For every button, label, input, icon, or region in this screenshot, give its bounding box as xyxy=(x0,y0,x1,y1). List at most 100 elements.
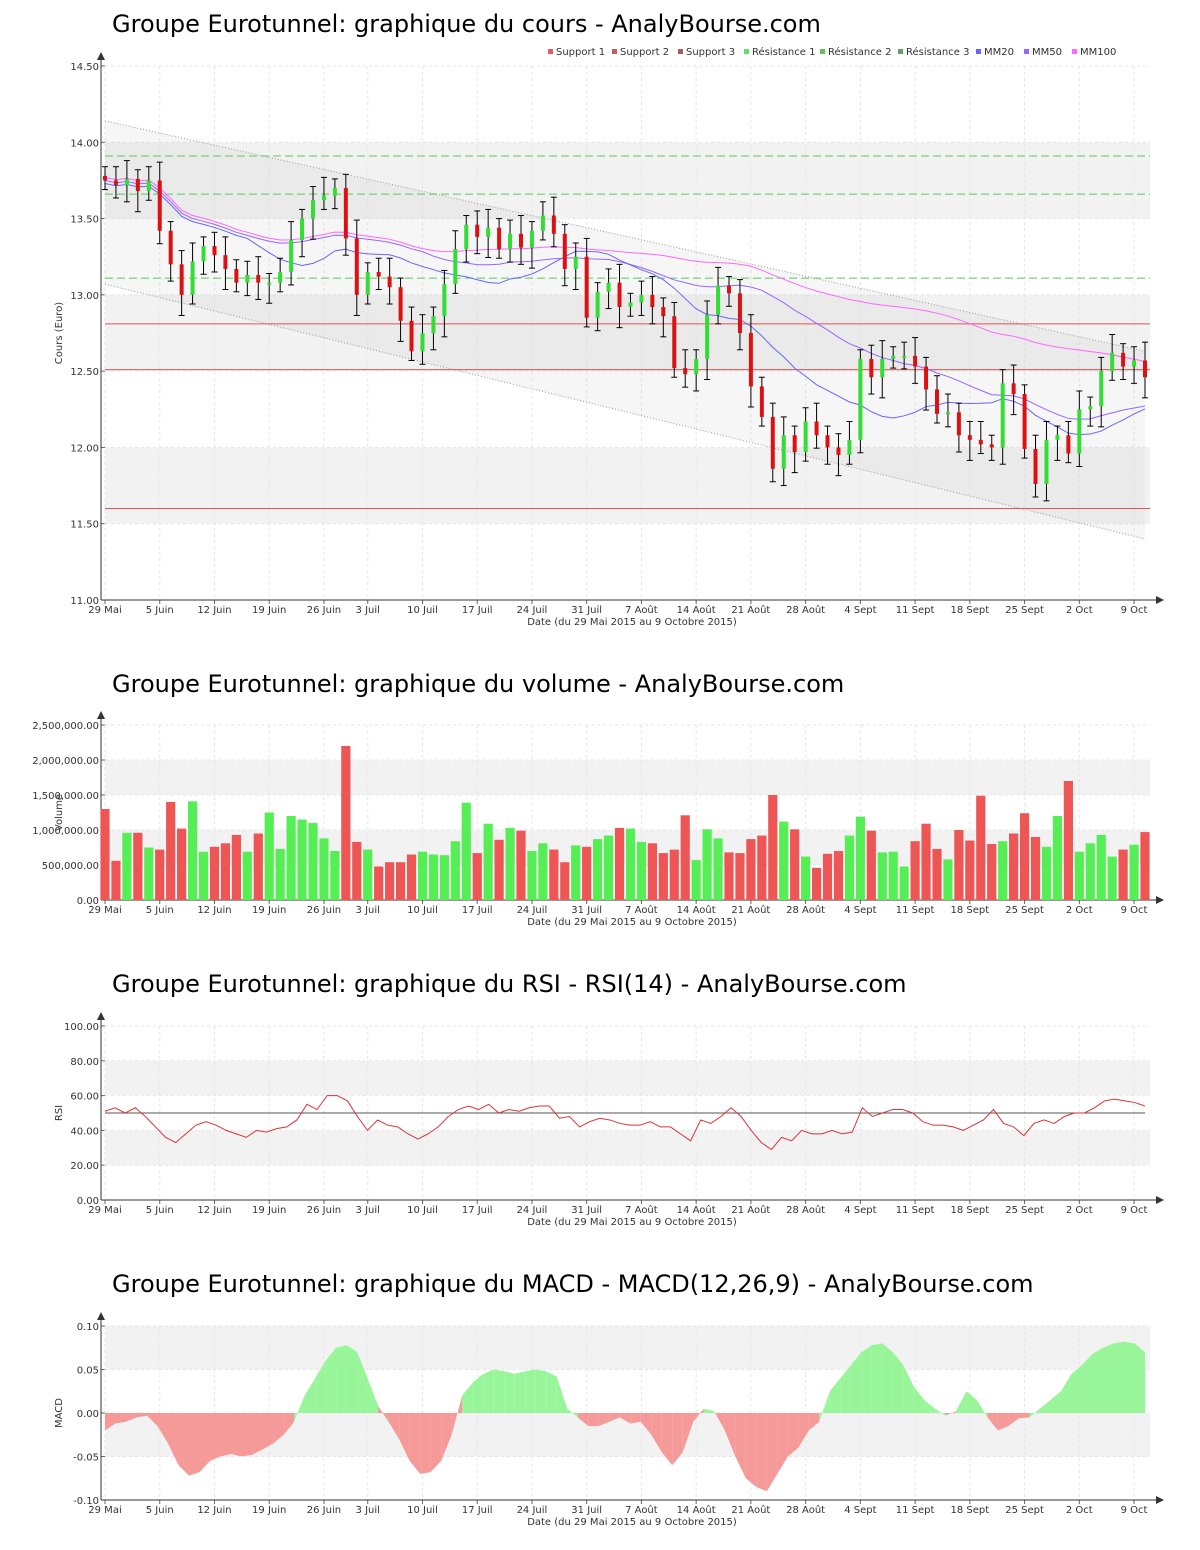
price-xtick-label: 12 Juin xyxy=(197,605,231,616)
rsi-chart-title: Groupe Eurotunnel: graphique du RSI - RS… xyxy=(112,970,907,998)
macd-area-positive xyxy=(955,1391,967,1413)
candle-down xyxy=(683,368,688,375)
volume-bar-down xyxy=(166,802,176,900)
macd-area-negative xyxy=(168,1413,179,1466)
macd-area-negative xyxy=(997,1413,1009,1431)
candle-down xyxy=(814,421,819,436)
legend-label: Résistance 2 xyxy=(828,46,891,58)
macd-area-negative xyxy=(808,1413,820,1431)
macd-area-positive xyxy=(892,1352,904,1413)
volume-bar-down xyxy=(965,840,975,900)
legend-label: Support 2 xyxy=(620,47,669,58)
volume-bar-down xyxy=(385,862,395,900)
legend-swatch xyxy=(744,49,749,54)
candle-down xyxy=(967,435,972,440)
volume-bar-down xyxy=(1140,832,1150,900)
volume-bar-up xyxy=(319,838,329,900)
price-xtick-label: 19 Juin xyxy=(252,605,286,616)
volume-bar-up xyxy=(1052,816,1063,900)
volume-x-arrow xyxy=(1156,896,1164,904)
volume-bar-up xyxy=(888,851,898,900)
macd-xtick-label: 10 Juil xyxy=(407,1505,438,1516)
volume-bar-up xyxy=(198,851,209,900)
macd-area-negative xyxy=(283,1413,295,1435)
candle-up xyxy=(628,302,633,308)
volume-bar-down xyxy=(746,839,756,900)
macd-area-negative xyxy=(210,1413,221,1461)
macd-area-negative xyxy=(945,1411,956,1416)
price-ytick-label: 14.00 xyxy=(70,138,99,149)
macd-area-negative xyxy=(745,1413,757,1487)
price-chart-title: Groupe Eurotunnel: graphique du cours - … xyxy=(112,10,821,38)
macd-area-positive xyxy=(357,1352,368,1413)
candle-up xyxy=(595,291,600,318)
rsi-xtick-label: 28 Août xyxy=(786,1204,825,1216)
candle-down xyxy=(956,412,961,436)
macd-area-negative xyxy=(409,1413,421,1474)
volume-bar-up xyxy=(144,847,154,900)
volume-bar-down xyxy=(811,867,822,900)
volume-y-arrow xyxy=(97,711,105,719)
candle-up xyxy=(442,284,447,317)
macd-area-positive xyxy=(535,1369,547,1413)
volume-bar-up xyxy=(538,843,548,900)
macd-xtick-label: 18 Sept xyxy=(951,1505,990,1516)
macd-area-positive xyxy=(966,1391,977,1413)
macd-area-negative xyxy=(630,1413,641,1424)
volume-bar-down xyxy=(822,853,833,900)
rsi-xtick-label: 5 Juin xyxy=(146,1205,174,1216)
volume-bar-up xyxy=(1074,851,1084,900)
volume-xtick-label: 7 Août xyxy=(625,904,658,916)
candle-down xyxy=(792,435,797,453)
macd-ytick-label: -0.05 xyxy=(73,1453,99,1464)
macd-area-negative xyxy=(199,1413,211,1473)
candle-down xyxy=(737,293,742,333)
macd-area-positive xyxy=(346,1345,358,1413)
macd-xtick-label: 24 Juil xyxy=(517,1505,548,1516)
macd-area-positive xyxy=(1081,1353,1093,1413)
rsi-xtick-label: 25 Sept xyxy=(1005,1205,1044,1216)
macd-xtick-label: 11 Sept xyxy=(896,1505,935,1516)
volume-bar-up xyxy=(308,823,318,900)
price-x-arrow xyxy=(1156,596,1164,604)
legend-label: Support 1 xyxy=(556,47,605,58)
volume-bar-up xyxy=(264,812,274,900)
candle-up xyxy=(124,178,129,186)
volume-bar-up xyxy=(877,852,887,900)
candle-down xyxy=(661,307,666,317)
volume-xtick-label: 3 Juil xyxy=(356,905,380,916)
candle-up xyxy=(508,233,513,250)
volume-bar-up xyxy=(187,801,198,900)
macd-xtick-label: 21 Août xyxy=(731,1504,770,1516)
price-xtick-label: 2 Oct xyxy=(1066,605,1093,616)
volume-bar-up xyxy=(439,855,449,900)
macd-area-positive xyxy=(1102,1343,1114,1413)
volume-bar-down xyxy=(1063,781,1073,900)
macd-area-positive xyxy=(462,1382,473,1413)
volume-bar-up xyxy=(713,838,723,900)
candle-down xyxy=(376,271,381,277)
macd-area-negative xyxy=(273,1413,284,1444)
macd-area-positive xyxy=(924,1399,935,1413)
volume-bar-down xyxy=(1009,833,1019,900)
rsi-xtick-label: 3 Juil xyxy=(356,1205,380,1216)
volume-bar-down xyxy=(614,827,625,900)
legend-swatch xyxy=(976,49,981,54)
macd-area-positive xyxy=(1050,1391,1061,1413)
volume-bar-down xyxy=(395,862,406,900)
candle-down xyxy=(354,238,359,295)
macd-area-positive xyxy=(504,1371,515,1413)
volume-bar-up xyxy=(363,849,373,900)
volume-bar-down xyxy=(209,846,220,900)
candle-up xyxy=(365,271,370,295)
volume-bar-down xyxy=(111,860,121,900)
macd-area-positive xyxy=(1113,1341,1124,1413)
volume-bar-down xyxy=(833,851,844,900)
price-chart: 11.00 11.50 12.00 12.50 13.00 13.50 14.00 14.50… xyxy=(54,46,1164,628)
volume-xtick-label: 25 Sept xyxy=(1005,905,1044,916)
macd-xtick-label: 5 Juin xyxy=(146,1505,174,1516)
candle-up xyxy=(190,261,195,295)
candle-down xyxy=(135,178,140,192)
volume-bar-down xyxy=(976,795,986,900)
